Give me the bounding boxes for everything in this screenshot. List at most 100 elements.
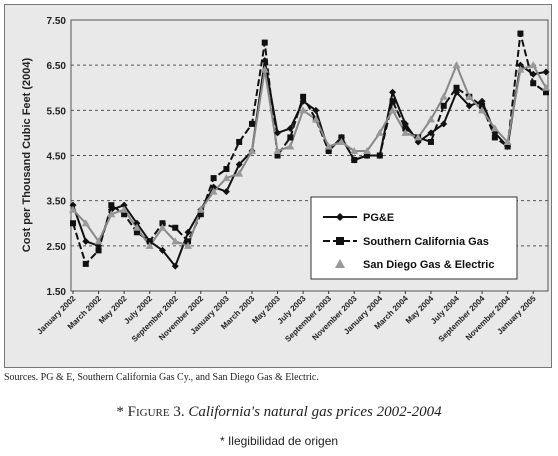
data-point-socal	[248, 120, 255, 127]
data-point-pge	[235, 161, 243, 169]
data-point-pge	[171, 262, 179, 270]
y-tick-label: 7.50	[47, 16, 67, 27]
data-point-socal	[108, 202, 115, 209]
x-tick-label: September 2003	[283, 294, 333, 344]
data-point-socal	[389, 98, 396, 105]
legend-label-pge: PG&E	[363, 212, 394, 224]
legend-label-socal: Southern California Gas	[363, 236, 489, 248]
data-point-sdge	[235, 169, 244, 177]
y-axis-title: Cost per Thousand Cubic Feet (2004)	[21, 57, 33, 252]
data-point-pge	[465, 102, 473, 110]
x-tick-label: September 2002	[130, 294, 180, 344]
data-point-socal	[236, 138, 243, 145]
data-point-pge	[120, 201, 128, 209]
y-tick-label: 1.50	[47, 287, 67, 298]
data-point-sdge	[478, 106, 487, 114]
data-point-socal	[338, 134, 345, 141]
data-point-socal	[402, 125, 409, 132]
data-point-sdge	[375, 128, 384, 136]
data-point-sdge	[299, 106, 308, 114]
data-point-pge	[184, 228, 192, 236]
data-point-socal	[504, 143, 511, 150]
legibility-note: * Ilegibilidad de origen	[219, 434, 339, 448]
data-point-pge	[69, 201, 77, 209]
data-point-sdge	[260, 65, 269, 73]
data-point-socal	[427, 138, 434, 145]
data-point-sdge	[222, 174, 231, 182]
data-point-socal	[146, 238, 153, 245]
data-point-sdge	[81, 219, 90, 227]
data-point-sdge	[107, 210, 116, 218]
data-point-sdge	[452, 61, 461, 69]
data-point-pge	[312, 106, 320, 114]
data-point-socal	[185, 238, 192, 245]
y-tick-label: 6.50	[47, 61, 67, 72]
data-point-pge	[491, 129, 499, 137]
x-tick-label: November 2004	[464, 294, 513, 343]
data-point-socal	[287, 134, 294, 141]
data-point-socal	[210, 175, 217, 182]
data-point-socal	[453, 84, 460, 91]
data-point-socal	[517, 30, 524, 37]
data-point-sdge	[324, 142, 333, 150]
data-point-sdge	[516, 65, 525, 73]
chart-frame: Cost per Thousand Cubic Feet (2004) 7.50…	[4, 4, 552, 368]
data-point-sdge	[503, 137, 512, 145]
data-point-pge	[427, 129, 435, 137]
data-point-pge	[516, 61, 524, 69]
data-point-pge	[286, 124, 294, 132]
data-point-socal	[121, 211, 128, 218]
sources-note: Sources. PG & E, Southern California Gas…	[4, 372, 319, 383]
data-point-sdge	[363, 146, 372, 154]
data-point-socal	[440, 102, 447, 109]
data-point-socal	[261, 39, 268, 46]
data-point-pge	[389, 88, 397, 96]
x-tick-label: November 2003	[310, 294, 359, 343]
x-tick-label: November 2002	[157, 294, 206, 343]
data-point-sdge	[414, 133, 423, 141]
legend-label-sdge: San Diego Gas & Electric	[363, 259, 494, 271]
legend: PG&E Southern California Gas San Diego G…	[310, 196, 518, 280]
caption-figure-label: Figure 3.	[127, 404, 185, 420]
data-point-sdge	[247, 146, 256, 154]
data-point-socal	[70, 220, 76, 227]
data-point-socal	[133, 229, 140, 236]
data-point-sdge	[439, 92, 448, 100]
data-point-socal	[274, 152, 281, 159]
y-tick-label: 4.50	[47, 152, 67, 163]
data-point-socal	[325, 147, 332, 154]
data-point-pge	[82, 237, 90, 245]
data-point-socal	[351, 157, 358, 164]
data-point-sdge	[120, 205, 129, 213]
data-point-sdge	[132, 223, 141, 231]
data-point-sdge	[542, 83, 550, 91]
data-point-sdge	[465, 92, 474, 100]
data-point-sdge	[209, 187, 218, 195]
data-point-sdge	[337, 137, 346, 145]
data-point-socal	[95, 247, 102, 254]
data-point-pge	[261, 57, 269, 65]
data-point-socal	[300, 93, 307, 100]
data-point-sdge	[171, 237, 180, 245]
data-point-sdge	[94, 237, 103, 245]
data-point-socal	[530, 80, 537, 87]
data-point-socal	[223, 166, 230, 173]
data-point-sdge	[426, 115, 435, 123]
data-point-pge	[158, 246, 166, 254]
legend-marker-sdge	[335, 259, 345, 268]
y-tick-label: 3.50	[47, 197, 67, 208]
caption-title: California's natural gas prices 2002-200…	[184, 404, 442, 420]
data-point-sdge	[388, 106, 397, 114]
data-point-socal	[172, 224, 179, 231]
data-point-pge	[274, 129, 282, 137]
data-point-sdge	[158, 223, 167, 231]
y-tick-label: 5.50	[47, 106, 67, 117]
figure-caption: * Figure 3. California's natural gas pri…	[0, 404, 558, 421]
sources-rest: , Southern California Gas Cy., and San D…	[72, 372, 319, 383]
data-point-pge	[133, 219, 141, 227]
data-point-socal	[491, 134, 498, 141]
legend-box	[310, 196, 518, 280]
data-point-sdge	[286, 142, 295, 150]
y-tick-label: 2.50	[47, 242, 67, 253]
data-point-socal	[197, 211, 204, 218]
